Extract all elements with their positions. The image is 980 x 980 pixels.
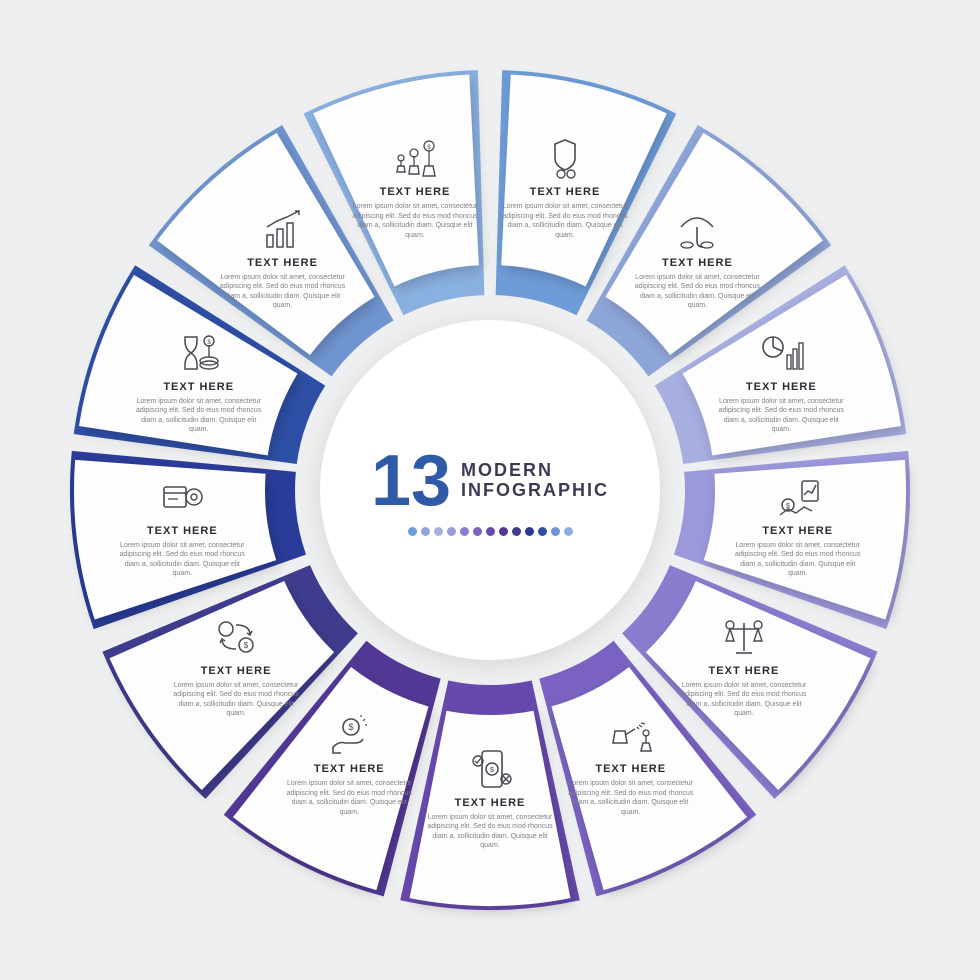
palette-dot: [499, 527, 508, 536]
center-number: 13: [371, 445, 451, 517]
palette-dot: [486, 527, 495, 536]
palette-dot: [538, 527, 547, 536]
segment-panel: [410, 711, 571, 906]
palette-dot: [473, 527, 482, 536]
palette-dot: [564, 527, 573, 536]
palette-dot: [525, 527, 534, 536]
center-title: 13 MODERN INFOGRAPHIC: [371, 445, 609, 517]
center-word-1: MODERN: [461, 461, 609, 481]
palette-dot: [512, 527, 521, 536]
palette-dot: [460, 527, 469, 536]
center-dots: [408, 527, 573, 536]
palette-dot: [421, 527, 430, 536]
center-word-2: INFOGRAPHIC: [461, 481, 609, 501]
palette-dot: [434, 527, 443, 536]
center-words: MODERN INFOGRAPHIC: [461, 461, 609, 501]
center-circle: 13 MODERN INFOGRAPHIC: [320, 320, 660, 660]
palette-dot: [551, 527, 560, 536]
palette-dot: [447, 527, 456, 536]
palette-dot: [408, 527, 417, 536]
infographic-stage: 13 MODERN INFOGRAPHIC TEXT HERE Lorem ip…: [60, 60, 920, 920]
